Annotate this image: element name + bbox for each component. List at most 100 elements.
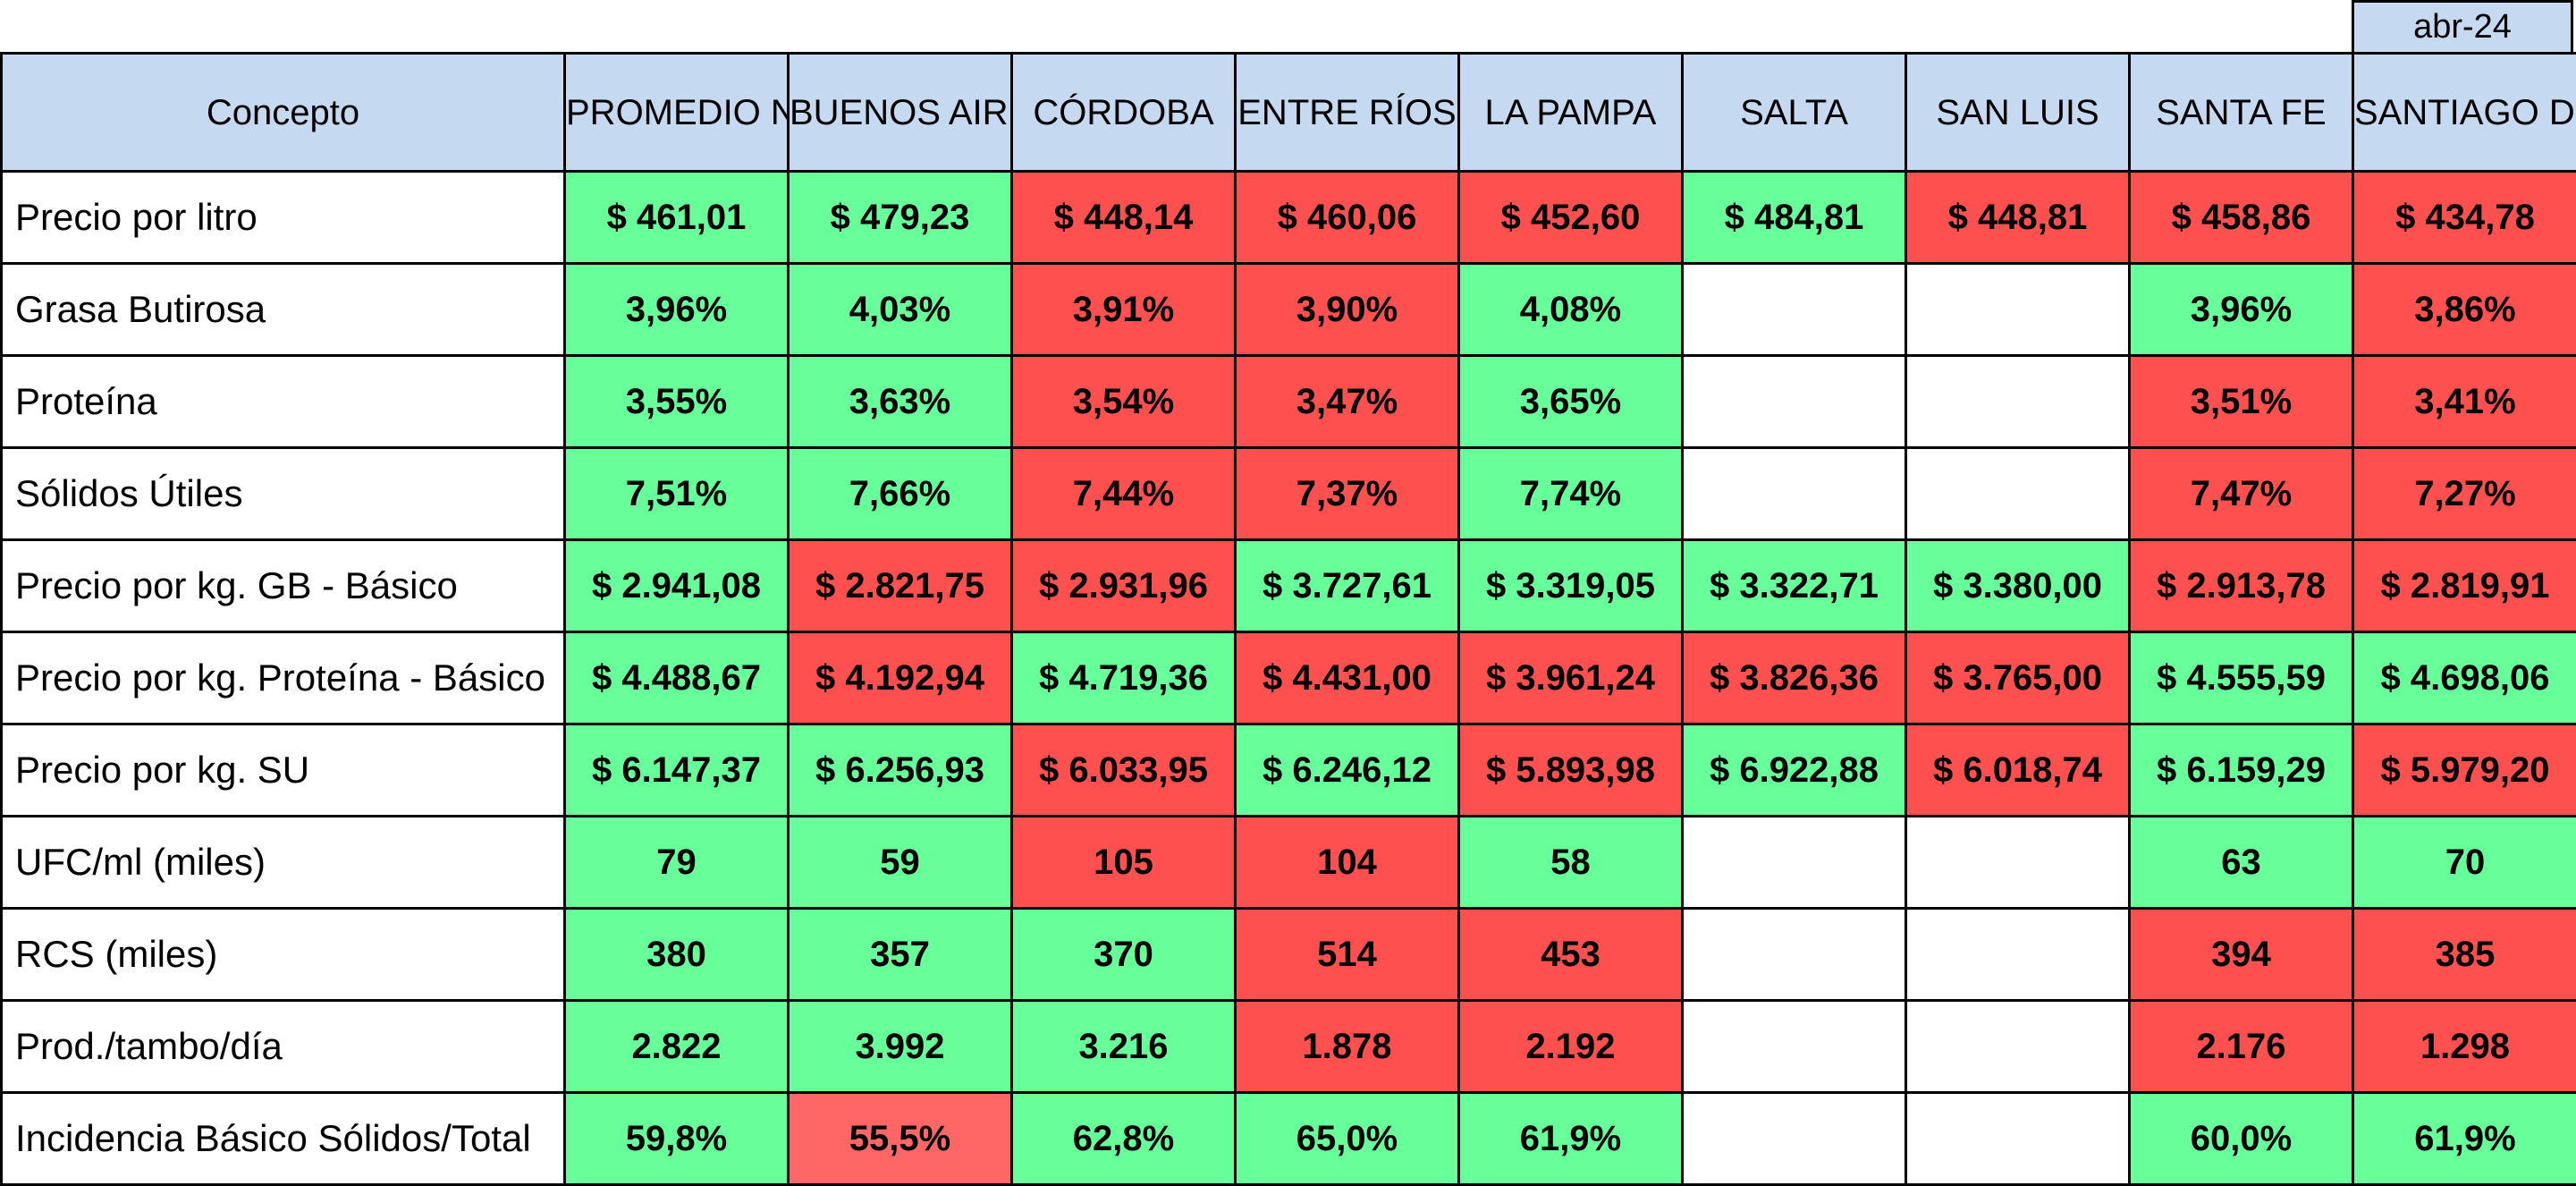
table-cell: $ 3.826,36 [1683,632,1906,724]
table-cell: $ 2.821,75 [789,540,1012,632]
table-cell: $ 4.488,67 [565,632,789,724]
table-cell: $ 3.765,00 [1906,632,2130,724]
table-cell [1906,1093,2130,1185]
table-cell [1683,1001,1906,1093]
column-header-santa-fe: SANTA FE [2130,54,2353,172]
table-cell: 3,90% [1236,264,1459,356]
row-label: Proteína [2,356,565,448]
table-cell: 7,47% [2130,448,2353,540]
table-cell: 380 [565,909,789,1001]
table-cell: $ 2.913,78 [2130,540,2353,632]
table-cell: 1.298 [2353,1001,2576,1093]
column-header-cordoba: CÓRDOBA [1012,54,1236,172]
table-cell: $ 4.555,59 [2130,632,2353,724]
table-row: Precio por kg. GB - Básico$ 2.941,08$ 2.… [2,540,2576,632]
column-header-entre-rios: ENTRE RÍOS [1236,54,1459,172]
table-cell: 7,37% [1236,448,1459,540]
column-header-santiago-del-estero: SANTIAGO DEL ESTERO [2353,54,2576,172]
table-cell: 70 [2353,817,2576,909]
table-cell: 104 [1236,817,1459,909]
table-cell: $ 6.256,93 [789,724,1012,817]
table-cell: 3,55% [565,356,789,448]
table-cell [1683,356,1906,448]
table-cell [1906,264,2130,356]
table-cell: $ 4.431,00 [1236,632,1459,724]
table-cell: $ 4.719,36 [1012,632,1236,724]
table-cell: 3,86% [2353,264,2576,356]
table-cell [1906,909,2130,1001]
row-label: Precio por litro [2,172,565,264]
table-cell: 2.176 [2130,1001,2353,1093]
table-cell: $ 4.698,06 [2353,632,2576,724]
table-cell: $ 6.159,29 [2130,724,2353,817]
table-cell: $ 6.147,37 [565,724,789,817]
table-cell: 3,63% [789,356,1012,448]
table-cell: 3,96% [565,264,789,356]
table-cell: $ 448,81 [1906,172,2130,264]
period-label: abr-24 [2352,0,2573,52]
table-cell [1683,264,1906,356]
column-header-promedio-nacional: PROMEDIO NACIONAL [565,54,789,172]
table-row: Precio por litro$ 461,01$ 479,23$ 448,14… [2,172,2576,264]
row-label: Sólidos Útiles [2,448,565,540]
table-cell: $ 5.893,98 [1459,724,1683,817]
table-cell [1906,817,2130,909]
table-cell: 385 [2353,909,2576,1001]
table-cell: $ 6.246,12 [1236,724,1459,817]
table-cell: $ 2.931,96 [1012,540,1236,632]
table-cell: 3,51% [2130,356,2353,448]
row-label: RCS (miles) [2,909,565,1001]
table-cell: 60,0% [2130,1093,2353,1185]
table-cell: 4,03% [789,264,1012,356]
table-cell: 59,8% [565,1093,789,1185]
column-header-buenos-aires: BUENOS AIRES [789,54,1012,172]
table-cell: $ 3.961,24 [1459,632,1683,724]
table-cell: 3,47% [1236,356,1459,448]
column-header-la-pampa: LA PAMPA [1459,54,1683,172]
table-cell: $ 2.819,91 [2353,540,2576,632]
table-row: Precio por kg. Proteína - Básico$ 4.488,… [2,632,2576,724]
table-cell: $ 434,78 [2353,172,2576,264]
table-cell: 3,96% [2130,264,2353,356]
table-cell: $ 3.380,00 [1906,540,2130,632]
table-cell: 3,41% [2353,356,2576,448]
table-cell: 7,66% [789,448,1012,540]
header-row: Concepto PROMEDIO NACIONAL BUENOS AIRES … [2,54,2576,172]
table-cell: $ 5.979,20 [2353,724,2576,817]
table-cell: $ 3.319,05 [1459,540,1683,632]
table-cell: 3,54% [1012,356,1236,448]
row-label: Incidencia Básico Sólidos/Total [2,1093,565,1185]
table-cell: $ 461,01 [565,172,789,264]
table-cell: $ 4.192,94 [789,632,1012,724]
table-cell: 3,65% [1459,356,1683,448]
table-cell: $ 6.033,95 [1012,724,1236,817]
table-cell: 2.192 [1459,1001,1683,1093]
row-label: UFC/ml (miles) [2,817,565,909]
row-label: Precio por kg. GB - Básico [2,540,565,632]
table-cell: $ 6.018,74 [1906,724,2130,817]
table-cell: 4,08% [1459,264,1683,356]
column-header-salta: SALTA [1683,54,1906,172]
column-header-concepto: Concepto [2,54,565,172]
table-body: Precio por litro$ 461,01$ 479,23$ 448,14… [2,172,2576,1185]
table-cell: 61,9% [2353,1093,2576,1185]
table-cell: 453 [1459,909,1683,1001]
table-cell [1906,448,2130,540]
table-cell: $ 479,23 [789,172,1012,264]
table-row: Precio por kg. SU$ 6.147,37$ 6.256,93$ 6… [2,724,2576,817]
row-label: Prod./tambo/día [2,1001,565,1093]
row-label: Precio por kg. Proteína - Básico [2,632,565,724]
table-cell: 61,9% [1459,1093,1683,1185]
table-cell: 357 [789,909,1012,1001]
table-cell: $ 452,60 [1459,172,1683,264]
table-cell: 3.992 [789,1001,1012,1093]
table-cell [1683,1093,1906,1185]
table-cell [1906,1001,2130,1093]
table-cell: $ 3.322,71 [1683,540,1906,632]
